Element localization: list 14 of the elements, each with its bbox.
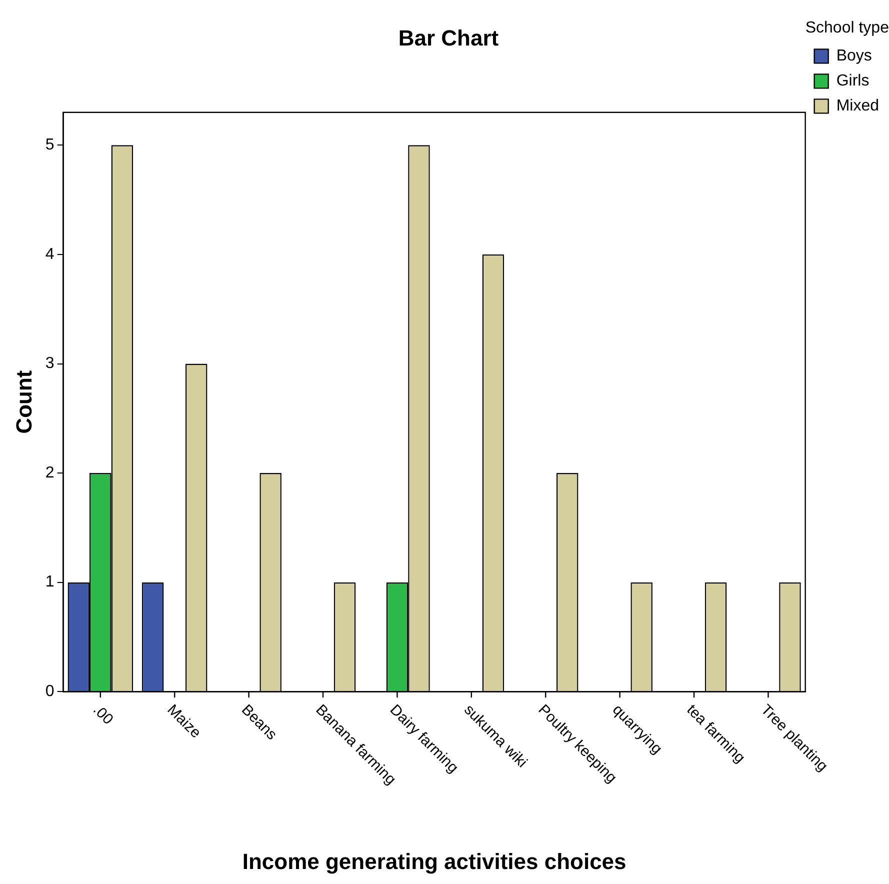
legend-label: Girls <box>836 72 870 90</box>
y-axis-title: Count <box>11 370 36 434</box>
y-tick-label: 5 <box>45 136 54 154</box>
x-tick-label: .00 <box>90 701 116 728</box>
legend-label: Mixed <box>836 98 880 115</box>
y-tick-label: 0 <box>45 683 54 700</box>
legend-label: Boys <box>836 48 872 65</box>
y-tick-label: 4 <box>45 246 54 263</box>
y-tick-label: 2 <box>45 464 54 482</box>
chart-title: Bar Chart <box>398 25 500 50</box>
y-tick-label: 3 <box>45 355 54 372</box>
legend-title: School type <box>805 19 889 36</box>
x-axis-title: Income generating activities choices <box>242 848 626 874</box>
y-tick-label: 1 <box>45 574 54 591</box>
